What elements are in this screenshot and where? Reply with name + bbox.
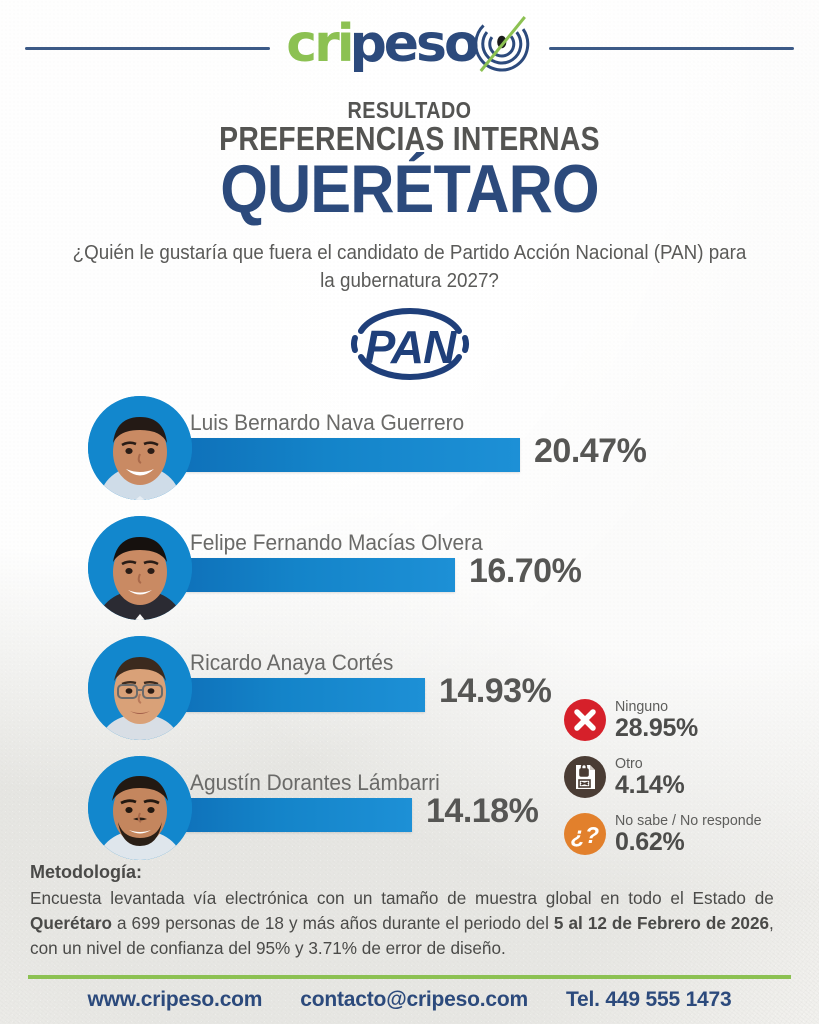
stat-label: No sabe / No responde [615,812,762,829]
candidate-percentage: 16.70% [469,552,582,590]
red-x-circle-icon [564,699,606,741]
bar-row: Felipe Fernando Macías Olvera 16.70% [0,508,819,628]
footer-website[interactable]: www.cripeso.com [87,988,263,1011]
candidate-name: Ricardo Anaya Cortés [190,650,394,675]
header-rule-left [25,47,270,50]
bar-fill [168,798,412,832]
methodology-state: Querétaro [30,912,112,933]
candidate-photo-anaya [88,636,192,740]
stat-label: Otro [615,755,643,772]
stat-text: Ninguno 28.95% [615,699,698,741]
bar-track [168,558,455,592]
bar-row: Luis Bernardo Nava Guerrero 20.47% [0,388,819,508]
candidate-name: Luis Bernardo Nava Guerrero [190,410,465,435]
methodology-section: Metodología: Encuesta levantada vía elec… [30,862,789,961]
candidate-name: Agustín Dorantes Lámbarri [190,770,440,795]
stat-label: Ninguno [615,698,669,715]
methodology-text-2: a 699 personas de 18 y más años durante … [111,912,554,933]
methodology-text-1: Encuesta levantada vía electrónica con u… [30,888,774,908]
page-title-state: QUERÉTARO [220,151,599,227]
bar-track [168,438,520,472]
bar-fill [168,678,425,712]
stat-no-sabe-no-responde: ¿? No sabe / No responde 0.62% [564,811,814,857]
stat-value: 28.95% [615,714,698,742]
methodology-title: Metodología: [30,862,142,882]
bar-fill [168,558,455,592]
stat-otro: Otro 4.14% [564,754,814,800]
svg-text:PAN: PAN [364,321,456,373]
candidate-percentage: 20.47% [534,432,647,470]
bar-row: Agustín Dorantes Lámbarri 14.18% [0,748,819,868]
footer-divider [28,975,791,979]
cripeso-logo: cri peso [286,12,532,76]
other-responses-panel: Ninguno 28.95% [564,697,814,868]
footer-email[interactable]: contacto@cripeso.com [300,988,528,1011]
stat-ninguno: Ninguno 28.95% [564,697,814,743]
survey-question: ¿Quién le gustaría que fuera el candidat… [72,242,747,292]
radar-target-icon [471,13,533,75]
bar-fill [168,438,520,472]
logo-text-peso: peso [349,14,480,74]
question-mark-circle-icon: ¿? [564,813,606,855]
candidate-photo-nava [88,396,192,500]
stat-text: No sabe / No responde 0.62% [615,813,769,855]
candidate-photo-macias [88,516,192,620]
bar-track [168,678,425,712]
methodology-text-3: , con un nivel de confianza del 95% y 3.… [30,912,774,958]
bar-row: Ricardo Anaya Cortés 14.93% [0,628,819,748]
logo-text-cri: cri [286,14,354,74]
candidate-percentage: 14.18% [426,792,539,830]
kicker-resultado: RESULTADO [347,97,472,123]
subtitle-preferencias-internas: PREFERENCIAS INTERNAS [219,120,600,157]
candidate-name: Felipe Fernando Macías Olvera [190,530,483,555]
candidate-photo-dorantes [88,756,192,860]
methodology-date: 5 al 12 de Febrero de 2026 [553,912,770,933]
header: cri peso [0,0,819,92]
stat-value: 4.14% [615,771,685,799]
header-rule-right [549,47,794,50]
candidate-percentage: 14.93% [439,672,552,710]
bar-track [168,798,412,832]
pan-party-logo: PAN [335,305,485,383]
footer-phone: Tel. 449 555 1473 [565,988,732,1011]
stat-text: Otro 4.14% [615,755,685,799]
stat-value: 0.62% [615,828,685,856]
methodology-body: Encuesta levantada vía electrónica con u… [30,886,774,961]
svg-text:¿?: ¿? [571,822,599,848]
ballot-document-icon [564,756,606,798]
footer: www.cripeso.com contacto@cripeso.com Tel… [0,988,819,1012]
candidate-bar-chart: Luis Bernardo Nava Guerrero 20.47% [0,388,819,868]
